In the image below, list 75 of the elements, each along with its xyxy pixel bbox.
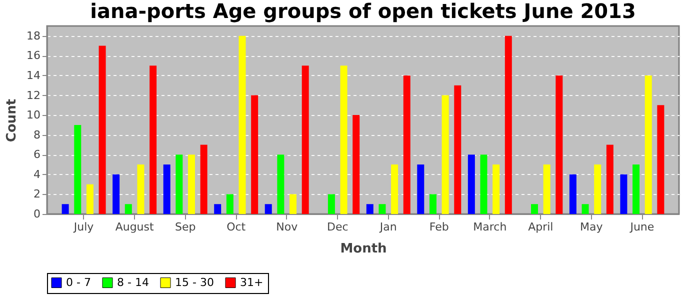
x-tick-label: Feb xyxy=(429,220,449,234)
bar xyxy=(340,66,348,214)
bar xyxy=(328,194,335,214)
y-tick-label: 8 xyxy=(34,128,40,142)
bar xyxy=(176,154,183,214)
bar xyxy=(582,204,589,214)
x-tick-label: Dec xyxy=(326,220,348,234)
bar xyxy=(366,204,374,214)
x-tick-label: Jan xyxy=(378,220,397,234)
bar xyxy=(391,164,398,214)
bar xyxy=(150,66,157,214)
bar xyxy=(302,66,309,214)
bar xyxy=(214,204,222,214)
bar xyxy=(378,204,386,214)
y-tick-label: 16 xyxy=(26,49,40,62)
bar xyxy=(290,194,297,214)
bar xyxy=(112,174,120,214)
legend-label: 8 - 14 xyxy=(117,276,149,289)
chart-title: iana-ports Age groups of open tickets June 2013 xyxy=(90,0,636,23)
bar xyxy=(417,164,424,214)
x-tick-label: March xyxy=(473,220,507,234)
bar xyxy=(468,154,475,214)
bar xyxy=(543,164,550,214)
x-tick-label: April xyxy=(528,220,554,234)
bar xyxy=(98,46,106,214)
bar xyxy=(454,85,462,214)
bar xyxy=(264,204,272,214)
y-tick-label: 4 xyxy=(34,168,40,181)
bar xyxy=(606,144,614,214)
bar xyxy=(188,154,195,214)
bar xyxy=(200,144,208,214)
bar xyxy=(429,194,436,214)
bar xyxy=(504,36,512,214)
y-tick-label: 6 xyxy=(34,148,40,162)
y-tick-label: 10 xyxy=(26,108,40,122)
bar xyxy=(277,154,284,214)
bar xyxy=(632,164,640,214)
y-tick-label: 12 xyxy=(26,88,40,102)
x-tick-label: June xyxy=(629,220,654,234)
bar xyxy=(442,95,449,214)
bar xyxy=(403,75,410,214)
bar xyxy=(86,184,94,214)
bar xyxy=(480,154,488,214)
x-tick-label: Nov xyxy=(276,220,298,234)
legend-label: 31+ xyxy=(240,276,264,289)
bar xyxy=(352,115,360,214)
x-tick-label: Sep xyxy=(174,220,196,234)
bar xyxy=(251,95,258,214)
bar xyxy=(569,174,576,214)
bar xyxy=(492,164,500,214)
bar xyxy=(62,204,69,214)
legend-label: 15 - 30 xyxy=(175,276,214,289)
x-tick-label: Oct xyxy=(226,220,246,234)
bar xyxy=(644,75,652,214)
bar xyxy=(137,164,144,214)
bar xyxy=(74,124,82,214)
x-tick-label: July xyxy=(72,220,94,234)
bar xyxy=(124,204,132,214)
y-tick-label: 18 xyxy=(26,29,40,42)
bar xyxy=(620,174,628,214)
bar xyxy=(238,36,246,214)
x-axis-title: Month xyxy=(340,242,387,256)
bar xyxy=(531,204,538,214)
y-axis-title: Count xyxy=(4,98,20,142)
y-tick-label: 2 xyxy=(34,188,40,201)
legend-label: 0 - 7 xyxy=(66,276,91,289)
y-tick-label: 14 xyxy=(26,68,40,82)
bar xyxy=(556,75,563,214)
bar xyxy=(226,194,234,214)
x-tick-label: May xyxy=(580,220,604,234)
x-tick-label: August xyxy=(115,220,154,234)
bar xyxy=(594,164,602,214)
bar xyxy=(657,105,664,214)
bar xyxy=(163,164,170,214)
y-tick-label: 0 xyxy=(34,208,40,220)
